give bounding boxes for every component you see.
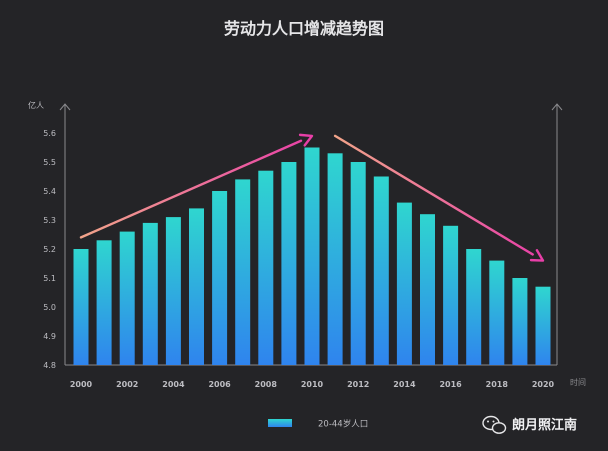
bar-2014: [396, 202, 412, 365]
y-tick-label: 4.8: [43, 361, 56, 370]
y-tick-label: 5.5: [43, 158, 56, 167]
bar-2019: [512, 278, 528, 365]
y-tick-label: 5.3: [43, 216, 56, 225]
bar-2000: [73, 249, 89, 365]
watermark-text: 朗月照江南: [512, 417, 577, 433]
wechat-icon: [482, 415, 507, 434]
bar-2018: [489, 260, 505, 365]
bar-2001: [96, 240, 112, 365]
x-tick-label: 2012: [347, 380, 369, 389]
bar-2012: [350, 162, 366, 365]
y-tick-label: 5.6: [43, 129, 56, 138]
y-tick-label: 4.9: [43, 332, 56, 341]
x-axis-label: 时间: [570, 377, 586, 387]
x-tick-labels: 2000 2002 2004 2006 2008 2010 2012 2014 2016 2018…: [70, 380, 555, 389]
bar-2008: [258, 170, 274, 365]
bars: [73, 147, 551, 365]
y-axis-arrow: [59, 103, 71, 111]
trend-arrow-rise: [79, 139, 303, 239]
bar-2016: [443, 225, 459, 365]
x-tick-label: 2020: [532, 380, 555, 389]
bar-2009: [281, 162, 297, 365]
bar-2020: [535, 286, 551, 365]
bar-2003: [142, 222, 158, 365]
y-axis-label: 亿人: [28, 100, 44, 110]
bar-2007: [235, 179, 251, 365]
y-tick-labels: 4.8 4.9 5.0 5.1 5.2 5.3 5.4 5.5 5.6: [43, 129, 56, 370]
trend-arrowhead: [298, 133, 314, 147]
x-tick-label: 2014: [393, 380, 416, 389]
x-tick-label: 2018: [486, 380, 509, 389]
x-tick-label: 2010: [301, 380, 324, 389]
legend-swatch: [268, 419, 292, 427]
y-tick-label: 5.4: [43, 187, 56, 196]
bar-2005: [189, 208, 204, 365]
right-axis-arrow: [551, 103, 563, 111]
bar-2017: [466, 249, 482, 365]
y-tick-label: 5.2: [43, 245, 56, 254]
x-tick-label: 2000: [70, 380, 93, 389]
x-tick-label: 2004: [162, 380, 185, 389]
bar-2006: [212, 191, 228, 365]
y-tick-label: 5.1: [43, 274, 56, 283]
y-tick-label: 5.0: [43, 303, 56, 312]
legend-label: 20-44岁人口: [318, 419, 368, 430]
bar-2011: [327, 153, 343, 365]
x-tick-label: 2002: [116, 380, 138, 389]
chart-title: 劳动力人口增减趋势图: [224, 19, 384, 38]
x-tick-label: 2006: [208, 380, 231, 389]
trend-arrowhead: [529, 249, 545, 262]
watermark: 朗月照江南: [482, 415, 577, 434]
bar-2015: [420, 214, 435, 365]
trend-arrows: [79, 133, 545, 262]
bar-2004: [165, 217, 181, 365]
bar-2013: [373, 176, 389, 365]
x-tick-label: 2008: [255, 380, 278, 389]
bar-2010: [304, 147, 320, 365]
bar-2002: [119, 231, 135, 365]
trend-arrow-fall: [333, 134, 534, 256]
legend: 20-44岁人口: [268, 419, 368, 430]
x-tick-label: 2016: [439, 380, 462, 389]
